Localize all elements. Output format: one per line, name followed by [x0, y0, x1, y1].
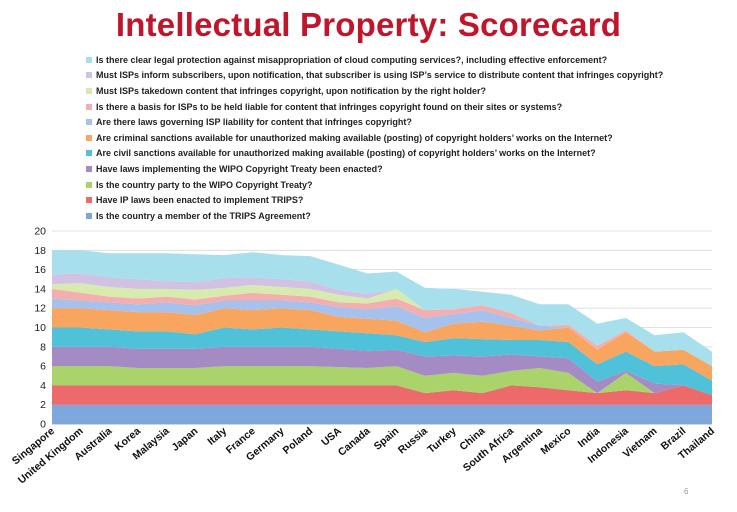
legend-item: Is there clear legal protection against … — [86, 52, 663, 68]
x-tick-label-turkey: Turkey — [425, 425, 459, 456]
legend-item: Are there laws governing ISP liability f… — [86, 114, 663, 130]
x-tick-label-mexico: Mexico — [538, 425, 573, 457]
slide-title: Intellectual Property: Scorecard — [115, 6, 622, 43]
legend-label: Are civil sanctions available for unauth… — [96, 148, 596, 159]
x-tick-label-canada: Canada — [336, 425, 373, 459]
y-tick-label: 16 — [34, 264, 46, 276]
legend-label: Is the country a member of the TRIPS Agr… — [96, 210, 311, 221]
legend-swatch — [86, 150, 92, 157]
legend-swatch — [86, 72, 92, 79]
x-tick-label-japan: Japan — [169, 425, 200, 454]
legend-label: Is there a basis for ISPs to be held lia… — [96, 101, 563, 112]
y-tick-label: 10 — [34, 322, 46, 334]
legend-item: Are civil sanctions available for unauth… — [86, 146, 663, 162]
legend-swatch — [86, 103, 92, 110]
legend-label: Must ISPs takedown content that infringe… — [96, 85, 487, 96]
x-tick-label-poland: Poland — [281, 425, 316, 457]
x-tick-label-russia: Russia — [396, 425, 430, 456]
legend-swatch — [86, 165, 92, 172]
area-series-1 — [52, 404, 712, 424]
y-tick-label: 14 — [34, 283, 46, 295]
y-tick-label: 4 — [40, 380, 46, 392]
legend-label: Have IP laws been enacted to implement T… — [96, 195, 304, 206]
legend-swatch — [86, 87, 92, 94]
legend-label: Are there laws governing ISP liability f… — [96, 117, 412, 128]
legend-swatch — [86, 197, 92, 204]
legend-swatch — [86, 134, 92, 141]
legend-label: Is the country party to the WIPO Copyrig… — [96, 179, 313, 190]
y-tick-label: 6 — [40, 361, 46, 373]
legend-swatch — [86, 56, 92, 63]
legend-label: Must ISPs inform subscribers, upon notif… — [96, 70, 664, 81]
legend-item: Have IP laws been enacted to implement T… — [86, 192, 663, 208]
area-series-2 — [52, 385, 712, 405]
y-tick-label: 12 — [34, 303, 46, 315]
area-series-6 — [52, 308, 712, 381]
area-series-11 — [52, 250, 712, 367]
legend-label: Is there clear legal protection against … — [96, 54, 608, 65]
y-tick-label: 8 — [40, 341, 46, 353]
legend-item: Must ISPs takedown content that infringe… — [86, 83, 663, 99]
area-series-10 — [52, 273, 712, 367]
area-series-5 — [52, 327, 712, 396]
y-tick-label: 20 — [34, 226, 46, 238]
legend-label: Are criminal sanctions available for una… — [96, 132, 613, 143]
area-series-3 — [52, 366, 712, 396]
chart-legend: Is there clear legal protection against … — [86, 52, 663, 224]
area-series-7 — [52, 298, 712, 367]
legend-item: Are criminal sanctions available for una… — [86, 130, 663, 146]
area-series-8 — [52, 288, 712, 367]
y-tick-label: 0 — [40, 419, 46, 431]
y-tick-label: 18 — [34, 245, 46, 257]
legend-item: Is the country party to the WIPO Copyrig… — [86, 177, 663, 193]
area-series-9 — [52, 283, 712, 367]
page-number: 6 — [684, 487, 689, 496]
legend-item: Is the country a member of the TRIPS Agr… — [86, 208, 663, 224]
legend-item: Have laws implementing the WIPO Copyrigh… — [86, 161, 663, 177]
area-series-4 — [52, 346, 712, 396]
legend-label: Have laws implementing the WIPO Copyrigh… — [96, 163, 383, 174]
legend-swatch — [86, 119, 92, 126]
y-tick-label: 2 — [40, 399, 46, 411]
legend-item: Is there a basis for ISPs to be held lia… — [86, 99, 663, 115]
legend-item: Must ISPs inform subscribers, upon notif… — [86, 68, 663, 84]
legend-swatch — [86, 181, 92, 188]
legend-swatch — [86, 212, 92, 219]
